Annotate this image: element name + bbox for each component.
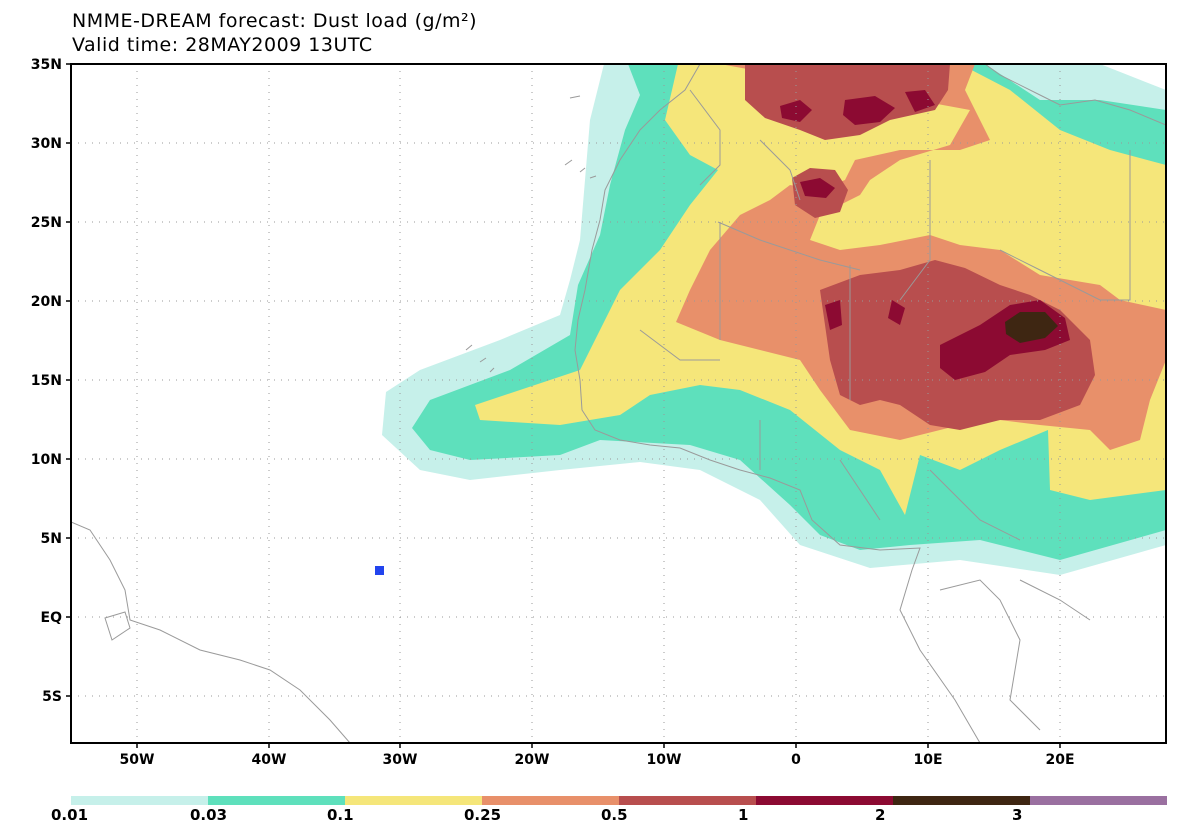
colorbar-swatch bbox=[893, 796, 1030, 805]
longitude-labels: 50W 40W 30W 20W 10W 0 10E 20E bbox=[120, 752, 1075, 768]
lon-label: 50W bbox=[120, 752, 155, 768]
colorbar-swatch bbox=[71, 796, 208, 805]
lon-label: 40W bbox=[252, 752, 287, 768]
lat-label: 20N bbox=[31, 294, 62, 310]
lat-label: 15N bbox=[31, 373, 62, 389]
valid-time-subtitle: Valid time: 28MAY2009 13UTC bbox=[72, 34, 373, 56]
station-marker bbox=[375, 566, 384, 575]
colorbar-level-label: 0.5 bbox=[601, 806, 628, 824]
colorbar-level-label: 1 bbox=[738, 806, 749, 824]
colorbar-swatch bbox=[208, 796, 345, 805]
graticule bbox=[71, 64, 1166, 743]
coastlines bbox=[71, 64, 1166, 743]
colorbar-level-label: 0.03 bbox=[190, 806, 228, 824]
colorbar-level-label: 2 bbox=[875, 806, 886, 824]
lat-label: EQ bbox=[41, 610, 63, 626]
lon-label: 10W bbox=[647, 752, 682, 768]
lon-label: 20E bbox=[1045, 752, 1074, 768]
colorbar-swatch bbox=[345, 796, 482, 805]
colorbar-level-label: 0.25 bbox=[464, 806, 502, 824]
colorbar bbox=[71, 796, 1167, 805]
lon-label: 30W bbox=[383, 752, 418, 768]
lat-label: 10N bbox=[31, 452, 62, 468]
latitude-labels: 35N 30N 25N 20N 15N 10N 5N EQ 5S bbox=[31, 57, 62, 705]
colorbar-level-label: 0.01 bbox=[51, 806, 89, 824]
colorbar-swatch bbox=[1030, 796, 1167, 805]
lon-label: 10E bbox=[913, 752, 942, 768]
lon-label: 20W bbox=[515, 752, 550, 768]
map-title: NMME-DREAM forecast: Dust load (g/m²) bbox=[72, 10, 478, 32]
dust-contours bbox=[71, 64, 1166, 743]
lat-label: 5N bbox=[41, 531, 62, 547]
colorbar-swatch bbox=[619, 796, 756, 805]
lat-label: 25N bbox=[31, 215, 62, 231]
colorbar-level-label: 3 bbox=[1012, 806, 1023, 824]
lon-label: 0 bbox=[791, 752, 801, 768]
colorbar-swatch bbox=[482, 796, 619, 805]
colorbar-level-label: 0.1 bbox=[327, 806, 354, 824]
colorbar-swatch bbox=[756, 796, 893, 805]
lat-label: 35N bbox=[31, 57, 62, 73]
dust-level-2 bbox=[1005, 312, 1058, 343]
tick-marks bbox=[66, 63, 1061, 748]
map-frame bbox=[70, 63, 1167, 744]
lat-label: 5S bbox=[42, 689, 62, 705]
lat-label: 30N bbox=[31, 136, 62, 152]
